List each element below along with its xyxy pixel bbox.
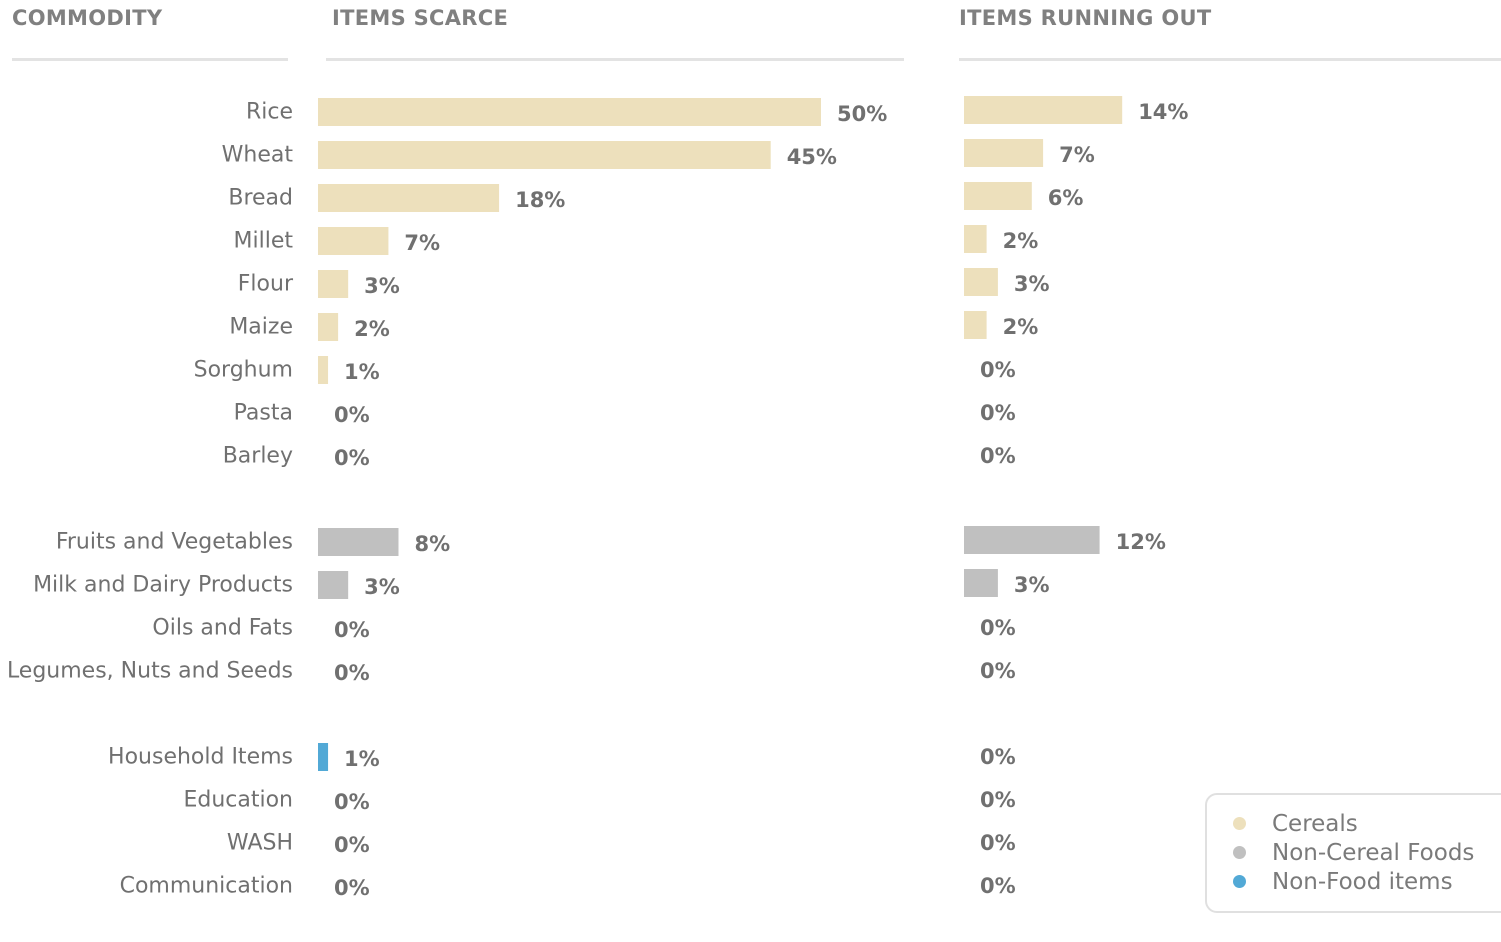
commodity-column-header: COMMODITY xyxy=(12,6,163,30)
items-scarce-column-header: ITEMS SCARCE xyxy=(332,6,509,30)
items-scarce-bar-fruits-and-vegetables xyxy=(318,528,399,556)
commodity-label-milk-and-dairy-products: Milk and Dairy Products xyxy=(33,573,293,598)
items-scarce-value-oils-and-fats: 0% xyxy=(334,618,370,642)
items-running-out-value-fruits-and-vegetables: 12% xyxy=(1116,530,1166,554)
commodity-label-fruits-and-vegetables: Fruits and Vegetables xyxy=(56,530,293,555)
items-running-out-bar-wheat xyxy=(964,139,1044,167)
commodity-label-wheat: Wheat xyxy=(222,143,294,168)
items-running-out-bar-maize xyxy=(964,311,987,339)
items-running-out-value-millet: 2% xyxy=(1003,229,1039,253)
commodity-label-communication: Communication xyxy=(120,874,293,899)
items-running-out-bar-millet xyxy=(964,225,987,253)
items-scarce-bar-household-items xyxy=(318,743,329,771)
legend-item-non-cereal-foods: Non-Cereal Foods xyxy=(1233,838,1474,867)
legend: Cereals Non-Cereal Foods Non-Food items xyxy=(1205,793,1501,913)
items-scarce-value-education: 0% xyxy=(334,790,370,814)
items-running-out-bar-flour xyxy=(964,268,998,296)
items-scarce-value-maize: 2% xyxy=(354,317,390,341)
items-scarce-value-legumes-nuts-and-seeds: 0% xyxy=(334,661,370,685)
commodity-header-divider xyxy=(12,58,288,61)
items-scarce-bar-wheat xyxy=(318,141,771,169)
commodity-label-maize: Maize xyxy=(229,315,293,340)
commodity-label-education: Education xyxy=(183,788,293,813)
items-scarce-bar-rice xyxy=(318,98,821,126)
items-running-out-bar-fruits-and-vegetables xyxy=(964,526,1100,554)
non-cereal-foods-dot-icon xyxy=(1233,846,1246,859)
legend-label: Non-Food items xyxy=(1272,868,1453,895)
items-running-out-value-communication: 0% xyxy=(980,874,1016,898)
commodity-label-household-items: Household Items xyxy=(108,745,293,770)
items-scarce-value-barley: 0% xyxy=(334,446,370,470)
items-scarce-bar-millet xyxy=(318,227,389,255)
commodity-label-wash: WASH xyxy=(227,831,293,856)
items-running-out-value-rice: 14% xyxy=(1138,100,1188,124)
items-scarce-value-sorghum: 1% xyxy=(344,360,380,384)
items-running-out-value-wash: 0% xyxy=(980,831,1016,855)
items-running-out-value-education: 0% xyxy=(980,788,1016,812)
items-running-out-column-header: ITEMS RUNNING OUT xyxy=(959,6,1212,30)
items-scarce-value-millet: 7% xyxy=(404,231,440,255)
items-scarce-bar-milk-and-dairy-products xyxy=(318,571,349,599)
items-running-out-bar-bread xyxy=(964,182,1032,210)
items-scarce-value-communication: 0% xyxy=(334,876,370,900)
commodity-label-oils-and-fats: Oils and Fats xyxy=(152,616,293,641)
items-running-out-value-barley: 0% xyxy=(980,444,1016,468)
items-running-out-value-sorghum: 0% xyxy=(980,358,1016,382)
commodity-label-flour: Flour xyxy=(238,272,294,297)
items-scarce-value-household-items: 1% xyxy=(344,747,380,771)
items-running-out-bar-milk-and-dairy-products xyxy=(964,569,998,597)
items-running-out-value-wheat: 7% xyxy=(1059,143,1095,167)
commodity-label-bread: Bread xyxy=(228,186,293,211)
items-scarce-value-rice: 50% xyxy=(837,102,887,126)
items-running-out-value-oils-and-fats: 0% xyxy=(980,616,1016,640)
items-scarce-value-wheat: 45% xyxy=(787,145,837,169)
legend-item-cereals: Cereals xyxy=(1233,809,1358,838)
commodity-label-rice: Rice xyxy=(246,100,293,125)
items-running-out-bar-rice xyxy=(964,96,1123,124)
items-running-out-header-divider xyxy=(959,58,1501,61)
items-scarce-value-wash: 0% xyxy=(334,833,370,857)
items-running-out-value-flour: 3% xyxy=(1014,272,1050,296)
legend-item-non-food-items: Non-Food items xyxy=(1233,867,1453,896)
items-scarce-value-pasta: 0% xyxy=(334,403,370,427)
legend-label: Cereals xyxy=(1272,810,1358,837)
items-scarce-bar-flour xyxy=(318,270,349,298)
items-running-out-value-household-items: 0% xyxy=(980,745,1016,769)
commodity-label-sorghum: Sorghum xyxy=(194,358,293,383)
commodity-label-barley: Barley xyxy=(223,444,293,469)
items-running-out-value-maize: 2% xyxy=(1003,315,1039,339)
non-food-items-dot-icon xyxy=(1233,875,1246,888)
items-scarce-value-bread: 18% xyxy=(515,188,565,212)
items-running-out-value-legumes-nuts-and-seeds: 0% xyxy=(980,659,1016,683)
items-scarce-bar-sorghum xyxy=(318,356,329,384)
items-scarce-value-flour: 3% xyxy=(364,274,400,298)
items-running-out-value-pasta: 0% xyxy=(980,401,1016,425)
items-scarce-bar-maize xyxy=(318,313,339,341)
cereals-dot-icon xyxy=(1233,817,1246,830)
commodity-label-legumes-nuts-and-seeds: Legumes, Nuts and Seeds xyxy=(7,659,293,684)
legend-label: Non-Cereal Foods xyxy=(1272,839,1475,866)
items-running-out-value-milk-and-dairy-products: 3% xyxy=(1014,573,1050,597)
items-scarce-value-milk-and-dairy-products: 3% xyxy=(364,575,400,599)
items-scarce-header-divider xyxy=(326,58,904,61)
items-scarce-bar-bread xyxy=(318,184,500,212)
items-scarce-value-fruits-and-vegetables: 8% xyxy=(414,532,450,556)
commodity-label-millet: Millet xyxy=(234,229,294,254)
items-running-out-value-bread: 6% xyxy=(1048,186,1084,210)
commodity-label-pasta: Pasta xyxy=(234,401,293,426)
